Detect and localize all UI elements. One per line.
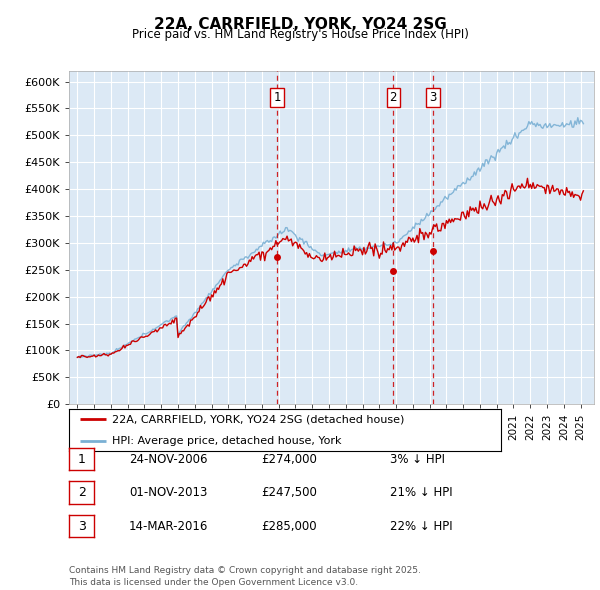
Text: 01-NOV-2013: 01-NOV-2013 <box>129 486 208 499</box>
Text: 1: 1 <box>77 453 86 466</box>
Text: £247,500: £247,500 <box>261 486 317 499</box>
Text: 3: 3 <box>429 91 437 104</box>
Text: 14-MAR-2016: 14-MAR-2016 <box>129 520 208 533</box>
Text: 21% ↓ HPI: 21% ↓ HPI <box>390 486 452 499</box>
Text: 22% ↓ HPI: 22% ↓ HPI <box>390 520 452 533</box>
Text: 22A, CARRFIELD, YORK, YO24 2SG (detached house): 22A, CARRFIELD, YORK, YO24 2SG (detached… <box>112 415 404 424</box>
Text: Price paid vs. HM Land Registry's House Price Index (HPI): Price paid vs. HM Land Registry's House … <box>131 28 469 41</box>
Text: Contains HM Land Registry data © Crown copyright and database right 2025.
This d: Contains HM Land Registry data © Crown c… <box>69 566 421 587</box>
Text: 24-NOV-2006: 24-NOV-2006 <box>129 453 208 466</box>
Text: 22A, CARRFIELD, YORK, YO24 2SG: 22A, CARRFIELD, YORK, YO24 2SG <box>154 17 446 31</box>
Text: 2: 2 <box>389 91 397 104</box>
Text: 3: 3 <box>77 520 86 533</box>
Text: £285,000: £285,000 <box>261 520 317 533</box>
Text: 2: 2 <box>77 486 86 499</box>
Text: £274,000: £274,000 <box>261 453 317 466</box>
Text: HPI: Average price, detached house, York: HPI: Average price, detached house, York <box>112 436 342 445</box>
Text: 3% ↓ HPI: 3% ↓ HPI <box>390 453 445 466</box>
Text: 1: 1 <box>273 91 281 104</box>
